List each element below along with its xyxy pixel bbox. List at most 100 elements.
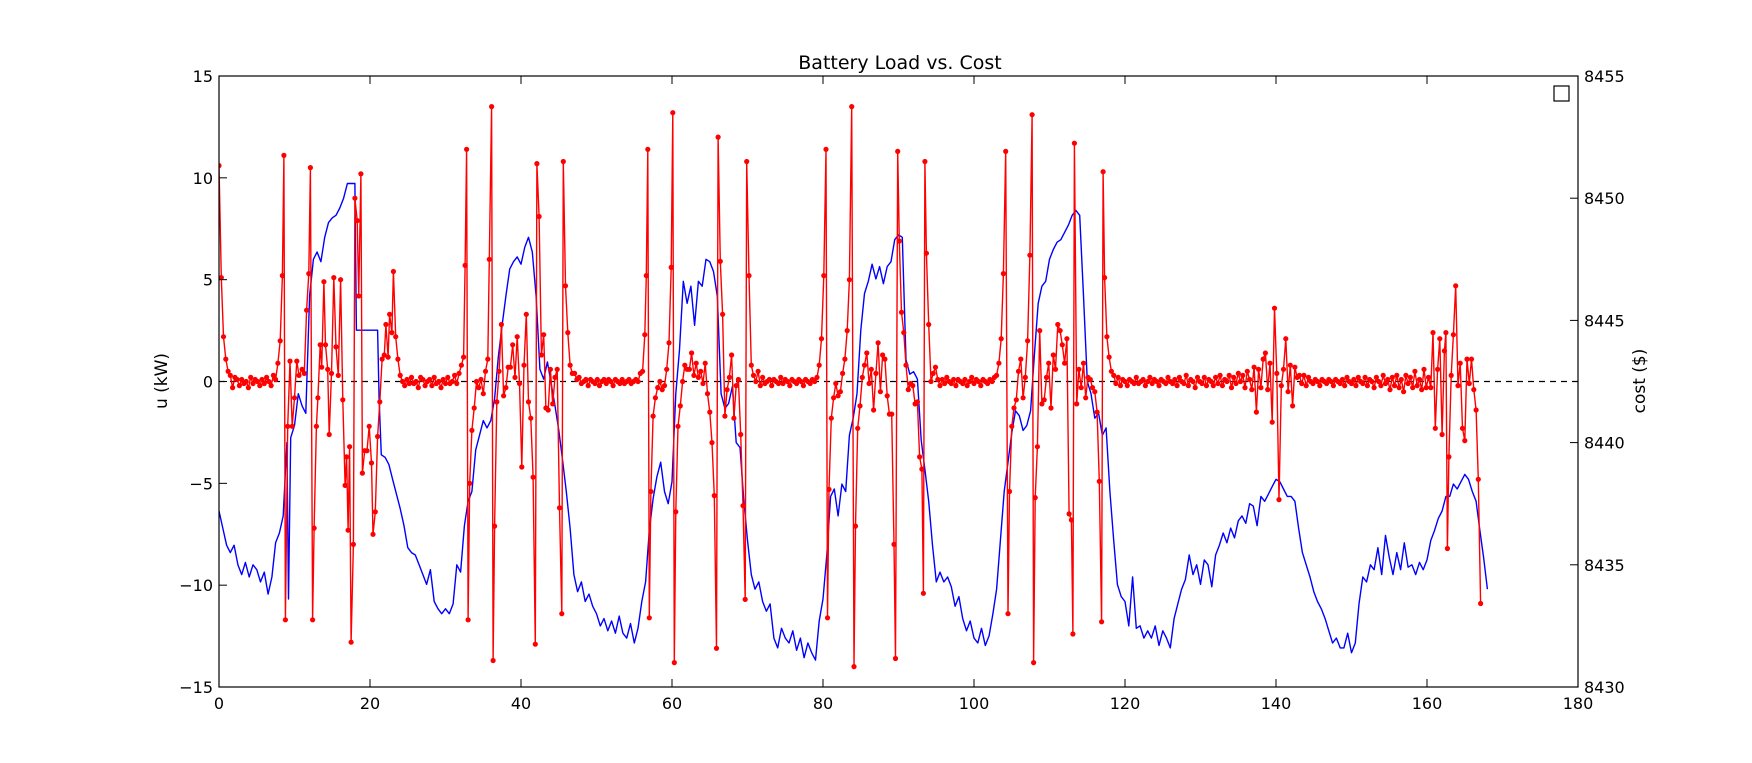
y-tick-label: −15 (179, 678, 213, 697)
data-point (1473, 407, 1479, 413)
data-point (866, 380, 872, 387)
data-point (1468, 356, 1475, 362)
data-point (1172, 376, 1178, 383)
data-point (473, 378, 480, 385)
data-point (1278, 383, 1284, 389)
data-point (1253, 409, 1259, 415)
data-point (1398, 376, 1404, 383)
data-point (842, 356, 848, 362)
data-point (344, 454, 350, 460)
data-point (1131, 380, 1137, 387)
data-point (1083, 395, 1089, 401)
data-point (431, 374, 437, 380)
data-point (347, 444, 353, 450)
data-point (230, 385, 236, 391)
data-point (1351, 376, 1357, 383)
data-point (1034, 444, 1040, 450)
data-point (1190, 378, 1196, 385)
data-point (778, 374, 784, 380)
x-tick-label: 180 (1563, 694, 1594, 713)
data-point (510, 342, 516, 348)
data-point (1432, 425, 1438, 431)
data-point (715, 134, 721, 140)
data-point (1165, 374, 1171, 380)
data-point (1444, 545, 1450, 552)
data-point (289, 423, 295, 429)
data-point (268, 383, 274, 389)
data-point (402, 383, 408, 389)
y-tick-right-label: 8430 (1584, 678, 1625, 697)
data-point (299, 366, 305, 372)
data-point (465, 617, 471, 623)
data-point (315, 395, 321, 401)
data-point (939, 376, 945, 383)
data-point (645, 146, 651, 152)
data-point (735, 376, 742, 383)
data-point (512, 374, 518, 380)
data-point (547, 366, 554, 372)
data-point (695, 374, 702, 380)
x-tick-label: 100 (959, 694, 990, 713)
data-point (1419, 387, 1425, 393)
data-point (1249, 387, 1255, 393)
data-point (427, 376, 433, 383)
data-point (436, 378, 442, 385)
chart-title: Battery Load vs. Cost (798, 52, 1001, 74)
data-point (306, 271, 312, 277)
data-point (682, 362, 688, 368)
data-point (530, 474, 536, 480)
data-point (1457, 360, 1463, 366)
data-point (1076, 366, 1082, 372)
data-point (922, 158, 928, 165)
data-point (1378, 383, 1384, 389)
legend-box (1553, 85, 1570, 102)
data-point (1154, 378, 1160, 385)
data-point (859, 374, 865, 380)
data-point (717, 258, 723, 264)
data-point (994, 372, 1000, 378)
data-point (1387, 387, 1393, 393)
data-point (1342, 383, 1348, 389)
data-point (655, 385, 661, 391)
data-point (1244, 368, 1250, 374)
data-point (335, 372, 341, 378)
data-point (1108, 368, 1114, 374)
data-point (1269, 419, 1275, 425)
data-point (1113, 380, 1119, 387)
data-point (395, 356, 401, 362)
data-point (273, 376, 279, 383)
data-point (296, 372, 302, 378)
data-point (1192, 385, 1198, 391)
data-point (523, 311, 529, 317)
data-point (700, 380, 706, 387)
y-tick-right-label: 8440 (1584, 434, 1625, 453)
y-tick-label: −5 (189, 474, 213, 493)
data-point (227, 372, 233, 378)
data-point (342, 482, 348, 488)
data-point (1009, 423, 1015, 429)
data-point (1412, 368, 1418, 374)
data-point (1258, 385, 1264, 391)
data-point (1149, 380, 1155, 387)
data-point (877, 389, 884, 395)
data-point (1031, 660, 1037, 666)
data-point (1029, 112, 1035, 118)
data-point (1364, 383, 1370, 389)
data-point (454, 380, 460, 387)
data-point (1071, 140, 1077, 146)
data-point (236, 383, 242, 389)
data-point (1213, 374, 1219, 380)
data-point (471, 405, 477, 411)
data-point (698, 368, 704, 374)
data-point (851, 664, 857, 670)
y-axis-label: u (kW) (152, 353, 172, 409)
data-point (1314, 378, 1321, 385)
data-point (340, 397, 346, 403)
data-point (476, 385, 482, 391)
data-point (1078, 385, 1084, 391)
data-point (1256, 366, 1262, 372)
data-point (275, 360, 281, 366)
data-point (960, 380, 966, 387)
data-point (1170, 380, 1176, 387)
data-point (449, 378, 455, 385)
